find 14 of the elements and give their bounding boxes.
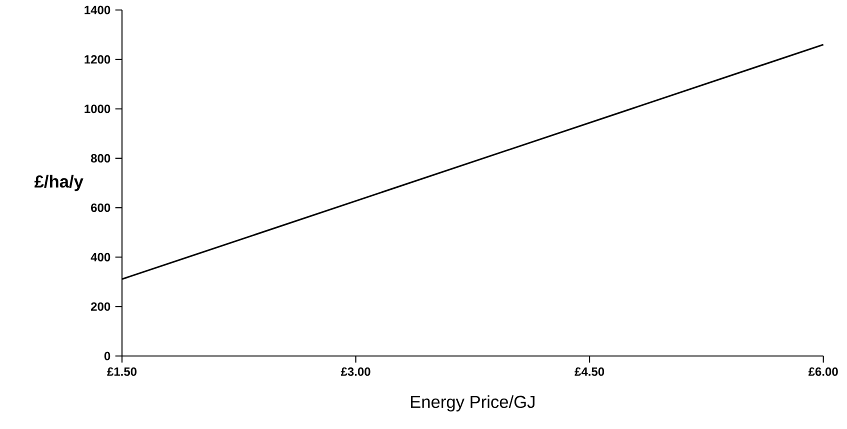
y-axis-title: £/ha/y <box>34 174 84 192</box>
y-tick-label: 200 <box>91 302 110 311</box>
x-tick-label: £1.50 <box>107 367 137 376</box>
y-tick-label: 1400 <box>84 6 110 14</box>
x-tick-label: £3.00 <box>340 367 370 376</box>
x-tick-label: £4.50 <box>574 367 604 376</box>
y-tick-label: 800 <box>90 154 110 163</box>
x-tick-label: £6.00 <box>808 367 838 376</box>
y-tick-label: 1200 <box>84 55 110 64</box>
y-tick-label: 600 <box>91 203 110 212</box>
y-tick-label: 400 <box>90 252 110 262</box>
y-tick-label: 1000 <box>84 104 110 114</box>
y-tick-label: 0 <box>104 352 110 360</box>
x-axis-title: Energy Price/GJ <box>410 395 534 412</box>
